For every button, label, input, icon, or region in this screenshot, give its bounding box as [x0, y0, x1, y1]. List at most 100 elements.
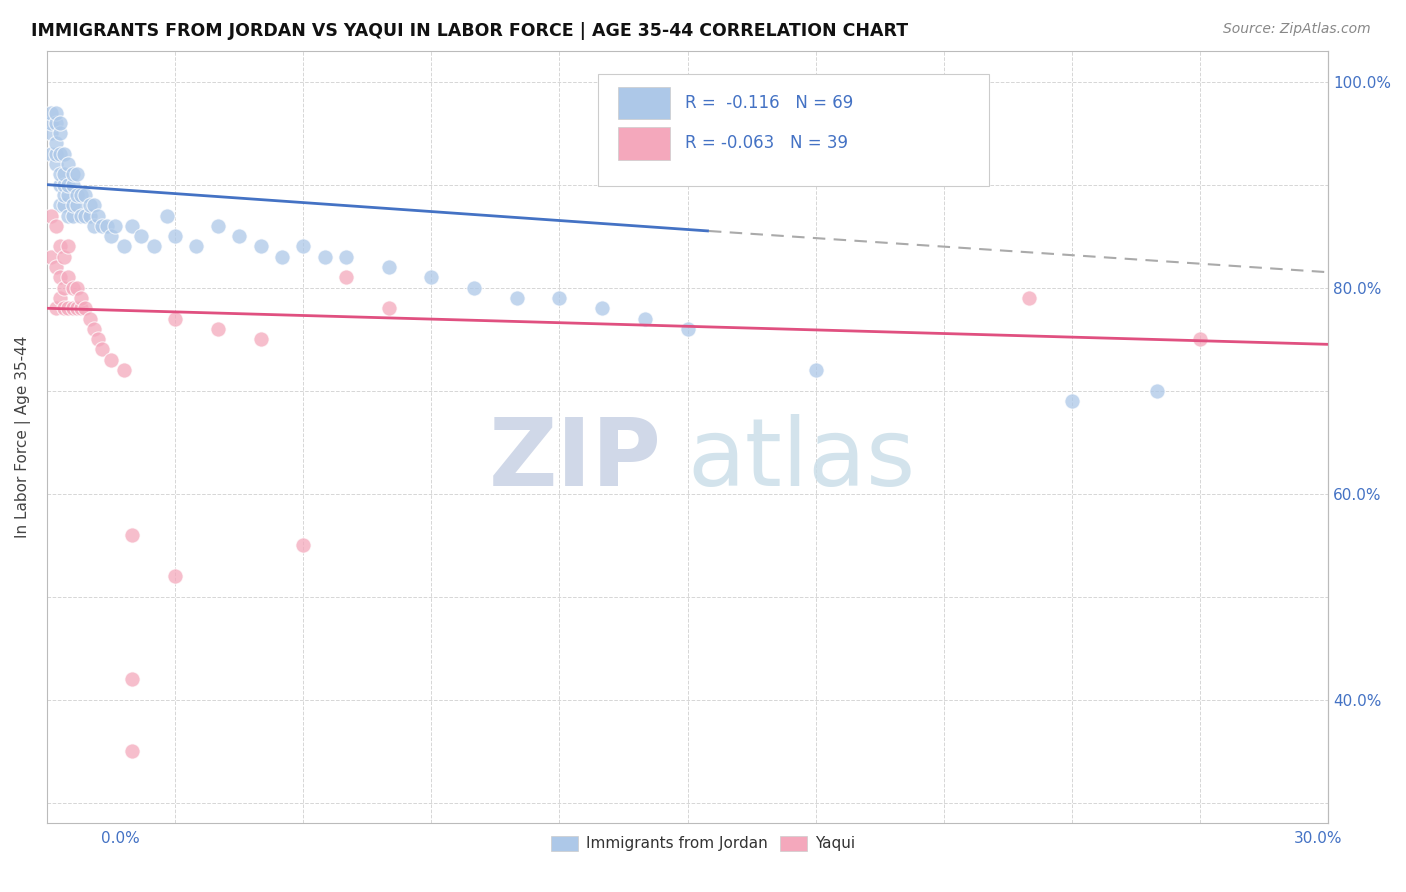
- Text: Source: ZipAtlas.com: Source: ZipAtlas.com: [1223, 22, 1371, 37]
- Point: [44, 146, 66, 161]
- Point: [44, 219, 66, 233]
- Point: [62, 178, 84, 192]
- Point: [70, 291, 93, 305]
- Point: [506, 291, 529, 305]
- Point: [66, 167, 89, 181]
- Point: [70, 209, 93, 223]
- Point: [228, 229, 250, 244]
- Point: [155, 209, 177, 223]
- Text: IMMIGRANTS FROM JORDAN VS YAQUI IN LABOR FORCE | AGE 35-44 CORRELATION CHART: IMMIGRANTS FROM JORDAN VS YAQUI IN LABOR…: [31, 22, 908, 40]
- Point: [676, 322, 699, 336]
- Point: [39, 126, 62, 140]
- Point: [44, 116, 66, 130]
- Point: [292, 538, 315, 552]
- Point: [49, 178, 72, 192]
- Point: [83, 322, 105, 336]
- Point: [62, 301, 84, 316]
- Point: [53, 178, 76, 192]
- Point: [58, 188, 80, 202]
- Point: [49, 270, 72, 285]
- Point: [44, 260, 66, 274]
- Text: 30.0%: 30.0%: [1295, 831, 1343, 847]
- Point: [44, 136, 66, 151]
- Point: [79, 311, 101, 326]
- Y-axis label: In Labor Force | Age 35-44: In Labor Force | Age 35-44: [15, 336, 31, 538]
- Point: [53, 146, 76, 161]
- Point: [44, 105, 66, 120]
- Point: [165, 569, 187, 583]
- Text: R =  -0.116   N = 69: R = -0.116 N = 69: [685, 95, 853, 112]
- Point: [186, 239, 208, 253]
- Point: [58, 239, 80, 253]
- Point: [87, 209, 110, 223]
- Point: [62, 167, 84, 181]
- Point: [62, 198, 84, 212]
- Point: [53, 167, 76, 181]
- Point: [91, 219, 114, 233]
- Point: [49, 146, 72, 161]
- Point: [142, 239, 165, 253]
- Point: [463, 281, 485, 295]
- Point: [66, 281, 89, 295]
- Point: [91, 343, 114, 357]
- Point: [165, 311, 187, 326]
- Point: [96, 219, 118, 233]
- Point: [165, 229, 187, 244]
- Point: [634, 311, 657, 326]
- Text: 0.0%: 0.0%: [101, 831, 141, 847]
- Point: [58, 301, 80, 316]
- Point: [49, 291, 72, 305]
- Text: R = -0.063   N = 39: R = -0.063 N = 39: [685, 135, 848, 153]
- Point: [87, 332, 110, 346]
- Point: [44, 157, 66, 171]
- Text: atlas: atlas: [688, 414, 915, 507]
- Point: [1060, 394, 1083, 409]
- Point: [49, 116, 72, 130]
- Point: [58, 178, 80, 192]
- Point: [548, 291, 571, 305]
- Point: [591, 301, 613, 316]
- Point: [100, 229, 122, 244]
- Point: [112, 239, 135, 253]
- Point: [66, 188, 89, 202]
- Point: [79, 198, 101, 212]
- Point: [39, 250, 62, 264]
- Point: [207, 322, 229, 336]
- Text: ZIP: ZIP: [489, 414, 662, 507]
- Point: [49, 198, 72, 212]
- Point: [44, 301, 66, 316]
- Point: [335, 250, 357, 264]
- Point: [804, 363, 827, 377]
- Point: [79, 209, 101, 223]
- Point: [58, 157, 80, 171]
- Point: [39, 105, 62, 120]
- Point: [1018, 291, 1040, 305]
- Point: [75, 301, 97, 316]
- Point: [420, 270, 443, 285]
- Point: [314, 250, 336, 264]
- Point: [53, 250, 76, 264]
- Point: [249, 239, 271, 253]
- Point: [377, 301, 399, 316]
- Point: [1146, 384, 1168, 398]
- Point: [39, 209, 62, 223]
- FancyBboxPatch shape: [619, 128, 669, 160]
- Point: [335, 270, 357, 285]
- Point: [39, 146, 62, 161]
- Point: [62, 281, 84, 295]
- Point: [249, 332, 271, 346]
- Point: [121, 219, 143, 233]
- Point: [121, 528, 143, 542]
- Point: [1189, 332, 1212, 346]
- Point: [75, 209, 97, 223]
- Point: [121, 744, 143, 758]
- Point: [66, 198, 89, 212]
- Point: [66, 301, 89, 316]
- Point: [58, 270, 80, 285]
- Point: [53, 188, 76, 202]
- Point: [270, 250, 292, 264]
- Point: [49, 167, 72, 181]
- Legend: Immigrants from Jordan, Yaqui: Immigrants from Jordan, Yaqui: [544, 830, 862, 857]
- Point: [112, 363, 135, 377]
- Point: [75, 188, 97, 202]
